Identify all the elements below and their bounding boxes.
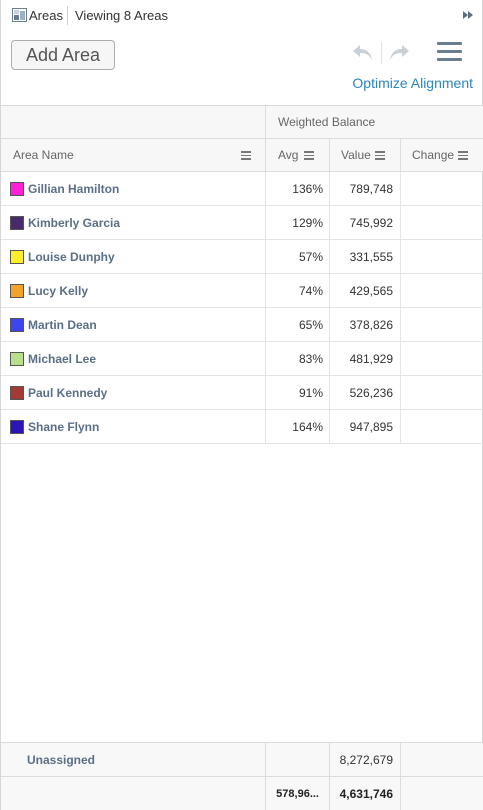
avg-cell: 57%: [266, 240, 330, 274]
avg-cell: 83%: [266, 342, 330, 376]
toolbar-divider: [381, 42, 382, 64]
area-name-cell[interactable]: Paul Kennedy: [1, 376, 266, 410]
area-color-swatch[interactable]: [10, 420, 24, 434]
column-menu-icon[interactable]: [375, 151, 385, 160]
totals-row: 578,96... 4,631,746: [1, 777, 483, 810]
collapse-panel-icon[interactable]: [461, 8, 475, 22]
value-cell: 481,929: [330, 342, 401, 376]
column-menu-icon[interactable]: [304, 151, 314, 160]
totals-value-cell: 4,631,746: [330, 777, 401, 810]
table-row[interactable]: Louise Dunphy 57% 331,555: [1, 240, 483, 274]
column-header-label: Area Name: [13, 148, 74, 162]
change-cell: [401, 342, 483, 376]
change-cell: [401, 410, 483, 444]
avg-cell: 74%: [266, 274, 330, 308]
area-name-cell[interactable]: Kimberly Garcia: [1, 206, 266, 240]
avg-cell: 65%: [266, 308, 330, 342]
title-bar: Areas Viewing 8 Areas: [1, 0, 483, 31]
value-cell: 378,826: [330, 308, 401, 342]
area-name-label: Kimberly Garcia: [28, 216, 121, 230]
totals-change-cell: [401, 777, 483, 810]
value-cell: 331,555: [330, 240, 401, 274]
unassigned-change-cell: [401, 743, 483, 776]
area-color-swatch[interactable]: [10, 386, 24, 400]
column-menu-icon[interactable]: [241, 151, 251, 160]
avg-cell: 129%: [266, 206, 330, 240]
hamburger-menu-icon[interactable]: [437, 42, 462, 64]
column-header-label: Avg: [278, 148, 299, 162]
column-header-avg[interactable]: Avg: [266, 139, 330, 172]
avg-cell: 136%: [266, 172, 330, 206]
unassigned-row: Unassigned 8,272,679: [1, 742, 483, 777]
area-color-swatch[interactable]: [10, 216, 24, 230]
area-name-label: Paul Kennedy: [28, 386, 108, 400]
area-color-swatch[interactable]: [10, 250, 24, 264]
optimize-alignment-link[interactable]: Optimize Alignment: [352, 75, 473, 91]
table-row[interactable]: Paul Kennedy 91% 526,236: [1, 376, 483, 410]
area-name-cell[interactable]: Michael Lee: [1, 342, 266, 376]
table-row[interactable]: Gillian Hamilton 136% 789,748: [1, 172, 483, 206]
value-cell: 526,236: [330, 376, 401, 410]
table-row[interactable]: Michael Lee 83% 481,929: [1, 342, 483, 376]
view-count-label: Viewing 8 Areas: [75, 8, 168, 23]
column-header-label: Value: [341, 148, 371, 162]
add-area-button[interactable]: Add Area: [11, 40, 115, 70]
column-header-label: Change: [412, 148, 455, 162]
totals-avg-cell: 578,96...: [266, 777, 330, 810]
area-color-swatch[interactable]: [10, 318, 24, 332]
area-name-label: Lucy Kelly: [28, 284, 89, 298]
redo-icon[interactable]: [387, 42, 411, 64]
change-cell: [401, 274, 483, 308]
area-color-swatch[interactable]: [10, 352, 24, 366]
area-name-label: Gillian Hamilton: [28, 182, 120, 196]
value-cell: 789,748: [330, 172, 401, 206]
title-divider: [67, 6, 68, 25]
undo-icon[interactable]: [351, 42, 375, 64]
area-name-cell[interactable]: Lucy Kelly: [1, 274, 266, 308]
column-menu-icon[interactable]: [458, 151, 468, 160]
area-name-cell[interactable]: Martin Dean: [1, 308, 266, 342]
area-color-swatch[interactable]: [10, 182, 24, 196]
change-cell: [401, 240, 483, 274]
change-cell: [401, 308, 483, 342]
grid-group-header: Weighted Balance: [1, 106, 483, 139]
area-color-swatch[interactable]: [10, 284, 24, 298]
column-header-area-name[interactable]: Area Name: [1, 139, 266, 172]
weighted-balance-header: Weighted Balance: [278, 115, 376, 129]
value-cell: 947,895: [330, 410, 401, 444]
change-cell: [401, 172, 483, 206]
areas-grid: Weighted Balance Area Name Avg Value Cha…: [1, 105, 483, 444]
unassigned-label: Unassigned: [27, 752, 96, 767]
area-name-label: Michael Lee: [28, 352, 97, 366]
column-header-value[interactable]: Value: [330, 139, 401, 172]
areas-app-icon: [12, 8, 27, 22]
avg-cell: 91%: [266, 376, 330, 410]
group-header-blank: [1, 106, 266, 139]
value-cell: 745,992: [330, 206, 401, 240]
change-cell: [401, 206, 483, 240]
area-name-label: Louise Dunphy: [28, 250, 115, 264]
app-title: Areas: [29, 8, 63, 23]
value-cell: 429,565: [330, 274, 401, 308]
area-name-cell[interactable]: Shane Flynn: [1, 410, 266, 444]
unassigned-value-cell: 8,272,679: [330, 743, 401, 776]
area-name-label: Shane Flynn: [28, 420, 100, 434]
table-row[interactable]: Shane Flynn 164% 947,895: [1, 410, 483, 444]
grid-column-header: Area Name Avg Value Change: [1, 139, 483, 172]
column-header-change[interactable]: Change: [401, 139, 483, 172]
area-name-cell[interactable]: Louise Dunphy: [1, 240, 266, 274]
table-row[interactable]: Martin Dean 65% 378,826: [1, 308, 483, 342]
totals-name-cell: [1, 777, 266, 810]
area-name-label: Martin Dean: [28, 318, 97, 332]
change-cell: [401, 376, 483, 410]
table-row[interactable]: Kimberly Garcia 129% 745,992: [1, 206, 483, 240]
unassigned-name-cell: Unassigned: [1, 743, 266, 776]
table-row[interactable]: Lucy Kelly 74% 429,565: [1, 274, 483, 308]
unassigned-avg-cell: [266, 743, 330, 776]
avg-cell: 164%: [266, 410, 330, 444]
area-name-cell[interactable]: Gillian Hamilton: [1, 172, 266, 206]
